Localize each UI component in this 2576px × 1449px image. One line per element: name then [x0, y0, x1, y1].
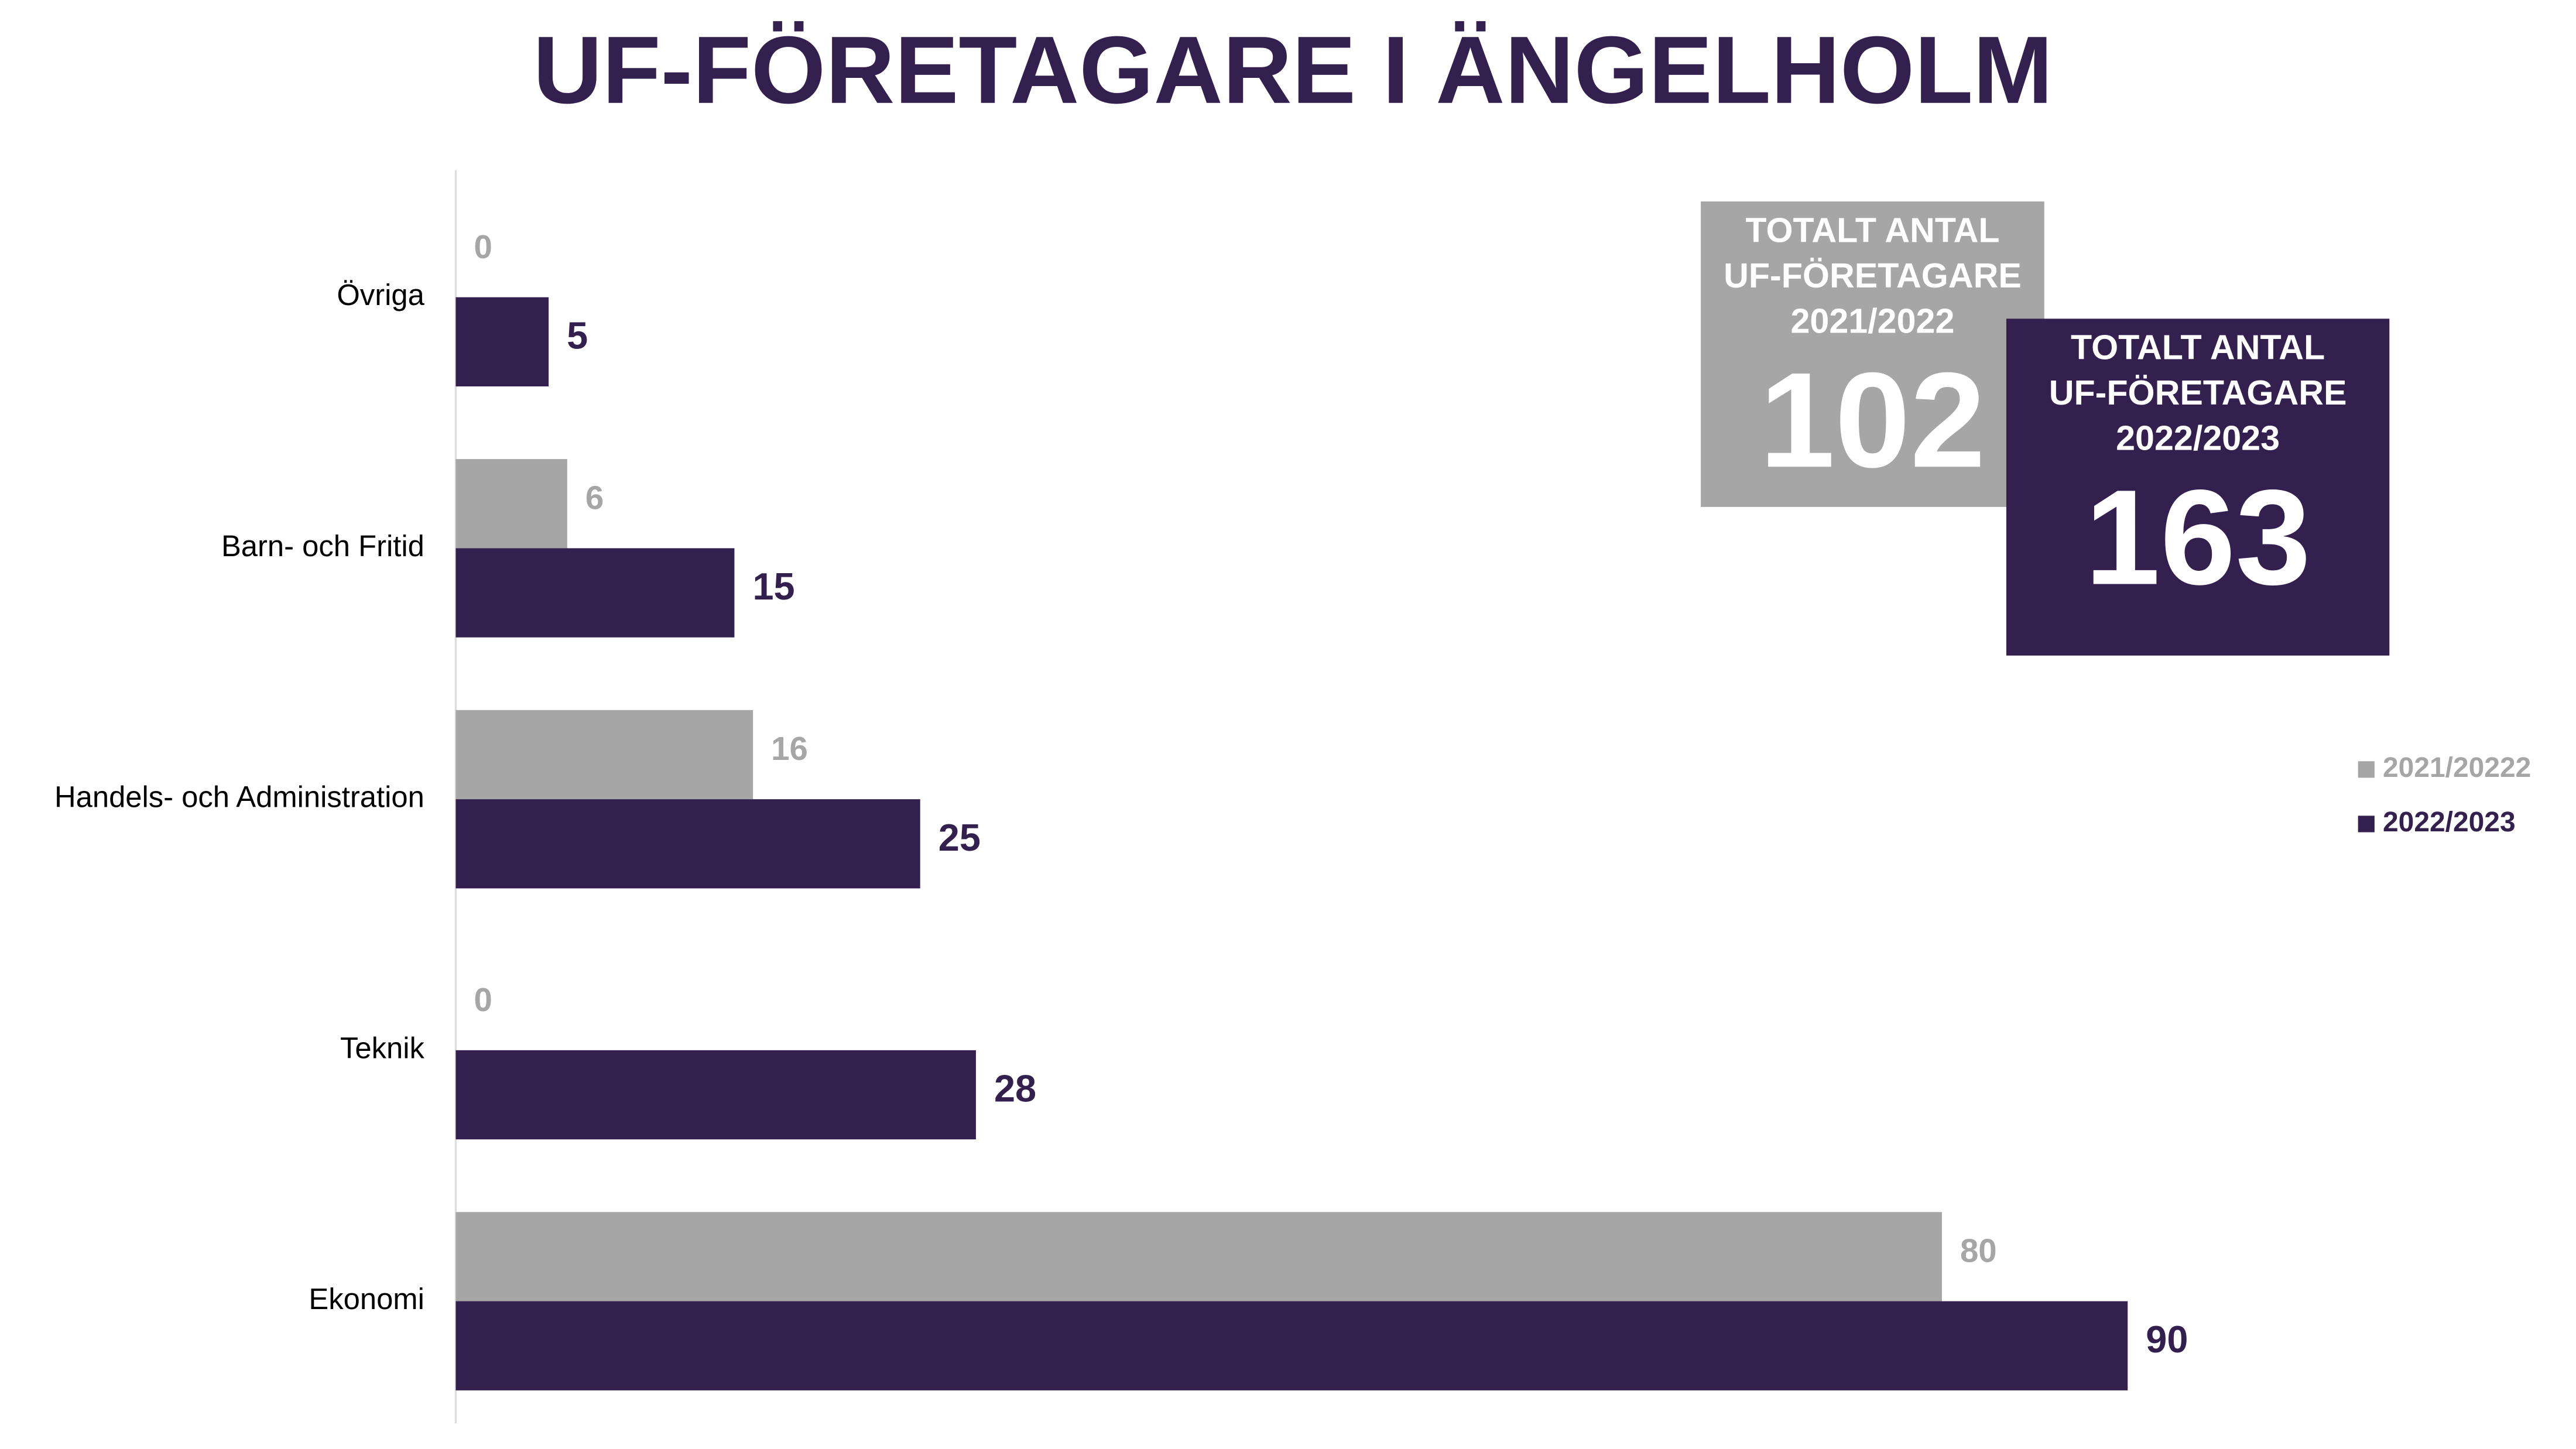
y-tick-label: Teknik	[340, 1031, 424, 1064]
data-label: 5	[567, 314, 588, 357]
y-tick-label: Övriga	[337, 278, 424, 311]
bar	[455, 799, 920, 889]
data-label: 28	[994, 1067, 1036, 1109]
legend-swatch	[2358, 761, 2375, 778]
total-box-label: TOTALT ANTAL	[1745, 210, 1999, 249]
y-tick-label: Ekonomi	[309, 1282, 424, 1316]
total-box-label: 2022/2023	[2116, 419, 2280, 458]
total-box	[1701, 201, 2044, 507]
total-box	[2006, 318, 2390, 656]
bar	[455, 459, 567, 549]
data-label: 16	[771, 730, 808, 767]
chart-title: UF-FÖRETAGARE I ÄNGELHOLM	[533, 16, 2053, 124]
total-box-label: UF-FÖRETAGARE	[1724, 256, 2022, 295]
data-label: 80	[1960, 1232, 1997, 1269]
legend-label: 2021/20222	[2383, 752, 2531, 783]
bar	[455, 297, 549, 386]
total-box-value: 163	[2085, 463, 2311, 614]
y-tick-label: Handels- och Administration	[54, 780, 424, 814]
data-label: 90	[2146, 1318, 2188, 1361]
bar	[455, 1212, 1942, 1301]
bar	[455, 1050, 976, 1140]
legend-swatch	[2358, 816, 2375, 833]
total-box-label: UF-FÖRETAGARE	[2049, 373, 2347, 412]
y-tick-label: Barn- och Fritid	[221, 529, 424, 563]
data-label: 25	[938, 816, 981, 859]
total-box-label: 2021/2022	[1790, 301, 1954, 340]
data-label: 6	[585, 479, 604, 516]
bar	[455, 548, 735, 638]
legend-label: 2022/2023	[2383, 807, 2516, 838]
total-box-value: 102	[1760, 345, 1986, 496]
bar	[455, 1301, 2128, 1390]
data-label: 0	[474, 981, 492, 1018]
total-box-label: TOTALT ANTAL	[2071, 328, 2325, 367]
data-label: 0	[474, 228, 492, 265]
bar	[455, 710, 753, 800]
data-label: 15	[752, 565, 794, 608]
